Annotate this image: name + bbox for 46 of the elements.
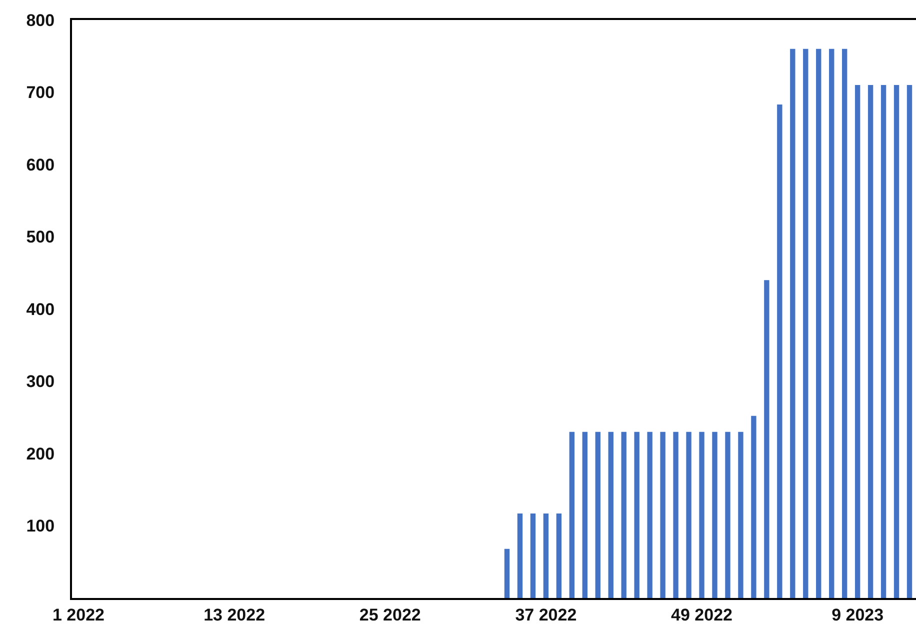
y-tick-label: 600 [26, 155, 55, 174]
y-tick-label: 800 [26, 10, 55, 30]
x-tick-label: 25 2022 [359, 605, 421, 624]
bar [686, 432, 692, 598]
y-tick-label: 100 [26, 516, 55, 536]
y-tick-label: 400 [26, 300, 55, 319]
bar [880, 85, 886, 598]
bar [608, 432, 614, 598]
y-tick-label: 500 [26, 228, 55, 247]
bar [868, 85, 874, 598]
bar [803, 48, 808, 598]
bar [556, 513, 562, 598]
bar [543, 513, 549, 598]
x-tick-label: 1 2022 [52, 605, 104, 624]
bar [777, 104, 782, 598]
bar [738, 432, 744, 598]
x-tick-label: 37 2022 [515, 605, 577, 624]
bar [530, 513, 536, 598]
bar [660, 432, 666, 598]
bar [842, 48, 848, 598]
bar [621, 432, 626, 598]
bar [854, 85, 860, 598]
bar [504, 548, 510, 598]
bar [790, 48, 796, 598]
x-tick-label: 9 2023 [832, 605, 884, 624]
bar [634, 432, 640, 598]
bar [595, 432, 600, 598]
bar [569, 432, 574, 598]
bar [582, 432, 588, 598]
bar [894, 85, 900, 598]
y-tick-label: 700 [26, 83, 55, 102]
y-tick-label: 200 [26, 444, 55, 464]
bar [725, 432, 730, 598]
bar [673, 432, 678, 598]
bar [816, 48, 822, 598]
bar [751, 416, 756, 598]
x-tick-label: 13 2022 [204, 605, 266, 624]
bar [764, 280, 770, 598]
bar [517, 513, 523, 598]
bar [712, 432, 718, 598]
x-tick-label: 49 2022 [671, 605, 732, 624]
y-tick-label: 300 [26, 372, 55, 392]
bar [829, 48, 834, 598]
bar [699, 432, 704, 598]
bar [906, 85, 912, 598]
bar [647, 432, 652, 598]
